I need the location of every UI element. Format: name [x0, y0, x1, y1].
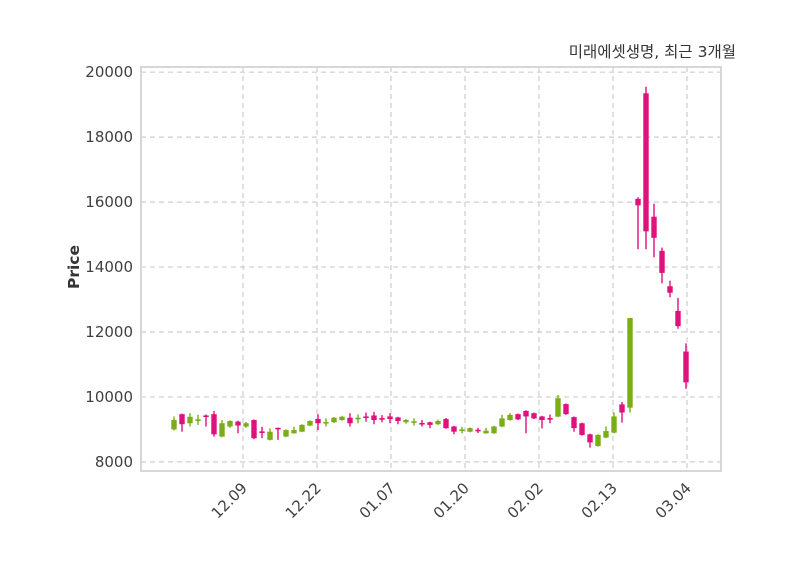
candle-body [675, 310, 681, 327]
candle-body [363, 416, 369, 419]
candle-body [395, 417, 401, 421]
candle-body [651, 216, 657, 238]
x-tick-label: 02.13 [578, 479, 621, 522]
y-tick-label: 8000 [95, 453, 133, 471]
candle-body [275, 427, 281, 430]
candle-body [467, 428, 473, 432]
y-tick-label: 16000 [85, 193, 133, 211]
candle-body [683, 351, 689, 383]
candle-body [491, 426, 497, 434]
candle-body [507, 414, 513, 421]
candle-body [419, 422, 425, 425]
x-tick-label: 12.22 [282, 479, 325, 522]
candle-body [299, 424, 305, 432]
candle-body [179, 414, 185, 425]
candle-body [619, 404, 625, 413]
candle-body [435, 420, 441, 425]
y-tick-label: 12000 [85, 323, 133, 341]
candle-body [291, 430, 297, 434]
candle-body [531, 413, 537, 419]
candle-body [267, 431, 273, 440]
candle-body [211, 414, 217, 435]
candle-body [403, 420, 409, 423]
chart-title: 미래에셋생명, 최근 3개월 [568, 43, 736, 61]
candle-body [539, 416, 545, 421]
candle-body [483, 430, 489, 434]
candle-body [251, 420, 257, 439]
y-axis-label: Price [65, 244, 83, 290]
candle-body [627, 318, 633, 408]
candle-body [451, 426, 457, 432]
y-tick-label: 18000 [85, 128, 133, 146]
x-tick-label: 01.07 [356, 479, 399, 522]
candle-body [555, 398, 561, 417]
x-tick-label: 01.20 [430, 479, 473, 522]
candle-body [603, 431, 609, 438]
candle-body [355, 417, 361, 420]
candle-body [427, 422, 433, 425]
candle-body [195, 419, 201, 421]
candle-body [411, 421, 417, 423]
y-tick-label: 14000 [85, 258, 133, 276]
candle-body [283, 430, 289, 437]
candle-body [443, 419, 449, 429]
candle-body [187, 416, 193, 424]
candle-body [643, 93, 649, 232]
y-tick-label: 20000 [85, 63, 133, 81]
plot-border [140, 66, 722, 472]
candle-body [219, 423, 225, 437]
candle-body [563, 404, 569, 415]
y-tick-label: 10000 [85, 388, 133, 406]
candle-body [339, 416, 345, 421]
candle-body [595, 434, 601, 446]
candle-body [667, 286, 673, 293]
candle-body [315, 419, 321, 424]
candle-body [475, 429, 481, 432]
candle-body [371, 415, 377, 421]
candle-body [379, 418, 385, 420]
candle-body [387, 416, 393, 420]
candle-body [331, 417, 337, 423]
candle-body [659, 250, 665, 273]
candle-body [547, 418, 553, 420]
candle-body [459, 429, 465, 432]
candle-body [171, 420, 177, 430]
candle-body [227, 420, 233, 427]
candle-body [571, 417, 577, 429]
candle-body [347, 417, 353, 424]
candle-body [515, 414, 521, 420]
candle-body [307, 420, 313, 426]
x-tick-label: 02.02 [504, 479, 547, 522]
candle-body [635, 198, 641, 206]
x-tick-label: 03.04 [652, 479, 695, 522]
candle-body [235, 421, 241, 426]
candle-body [523, 410, 529, 417]
candle-body [499, 418, 505, 427]
candle-body [259, 431, 265, 433]
candle-body [323, 421, 329, 424]
x-tick-label: 12.09 [208, 479, 251, 522]
candle-body [611, 416, 617, 433]
candle-body [203, 415, 209, 418]
candle-body [243, 423, 249, 427]
candle-body [587, 434, 593, 443]
candle-body [579, 423, 585, 435]
